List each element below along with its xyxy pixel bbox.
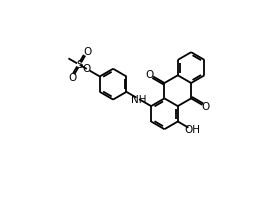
Text: O: O [202,102,210,112]
Text: O: O [83,64,91,74]
Text: O: O [68,73,77,83]
Text: O: O [146,70,154,80]
Text: O: O [83,47,91,57]
Text: OH: OH [184,125,201,135]
Text: NH: NH [131,95,146,105]
Text: S: S [76,60,83,70]
